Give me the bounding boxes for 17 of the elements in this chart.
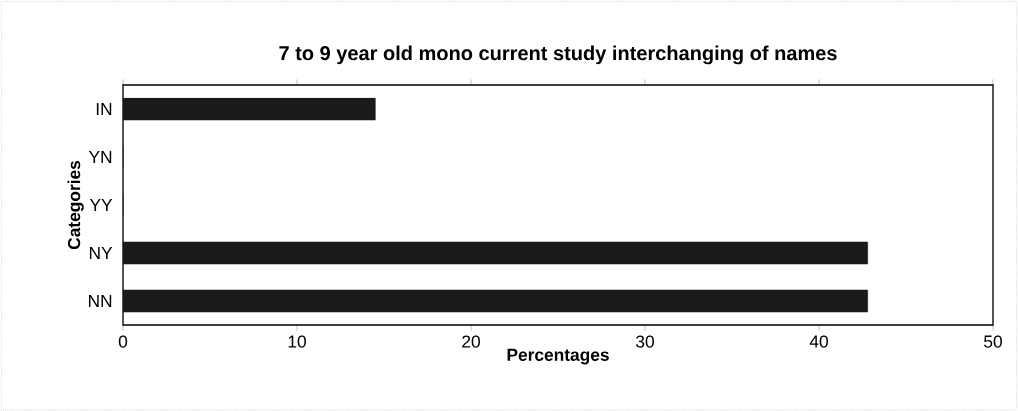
- bar: [123, 97, 376, 121]
- x-axis-title: Percentages: [507, 348, 609, 365]
- y-tick-label: NY: [89, 247, 113, 259]
- x-tick-label: 50: [984, 335, 1002, 348]
- bar: [123, 241, 868, 265]
- bar: [123, 289, 868, 313]
- x-tick-label: 20: [462, 335, 480, 348]
- y-tick-label: YN: [88, 151, 112, 163]
- y-tick-label: IN: [96, 103, 112, 115]
- y-tick-label: NN: [88, 295, 112, 307]
- y-tick-label: YY: [89, 199, 113, 211]
- y-axis-title: Categories: [67, 160, 84, 250]
- x-tick-label: 40: [809, 335, 828, 348]
- chart-title: 7 to 9 year old mono current study interchanging of names: [279, 45, 837, 65]
- x-tick-label: 30: [636, 335, 654, 348]
- x-tick-label: 0: [118, 335, 128, 348]
- x-tick-label: 10: [288, 335, 306, 348]
